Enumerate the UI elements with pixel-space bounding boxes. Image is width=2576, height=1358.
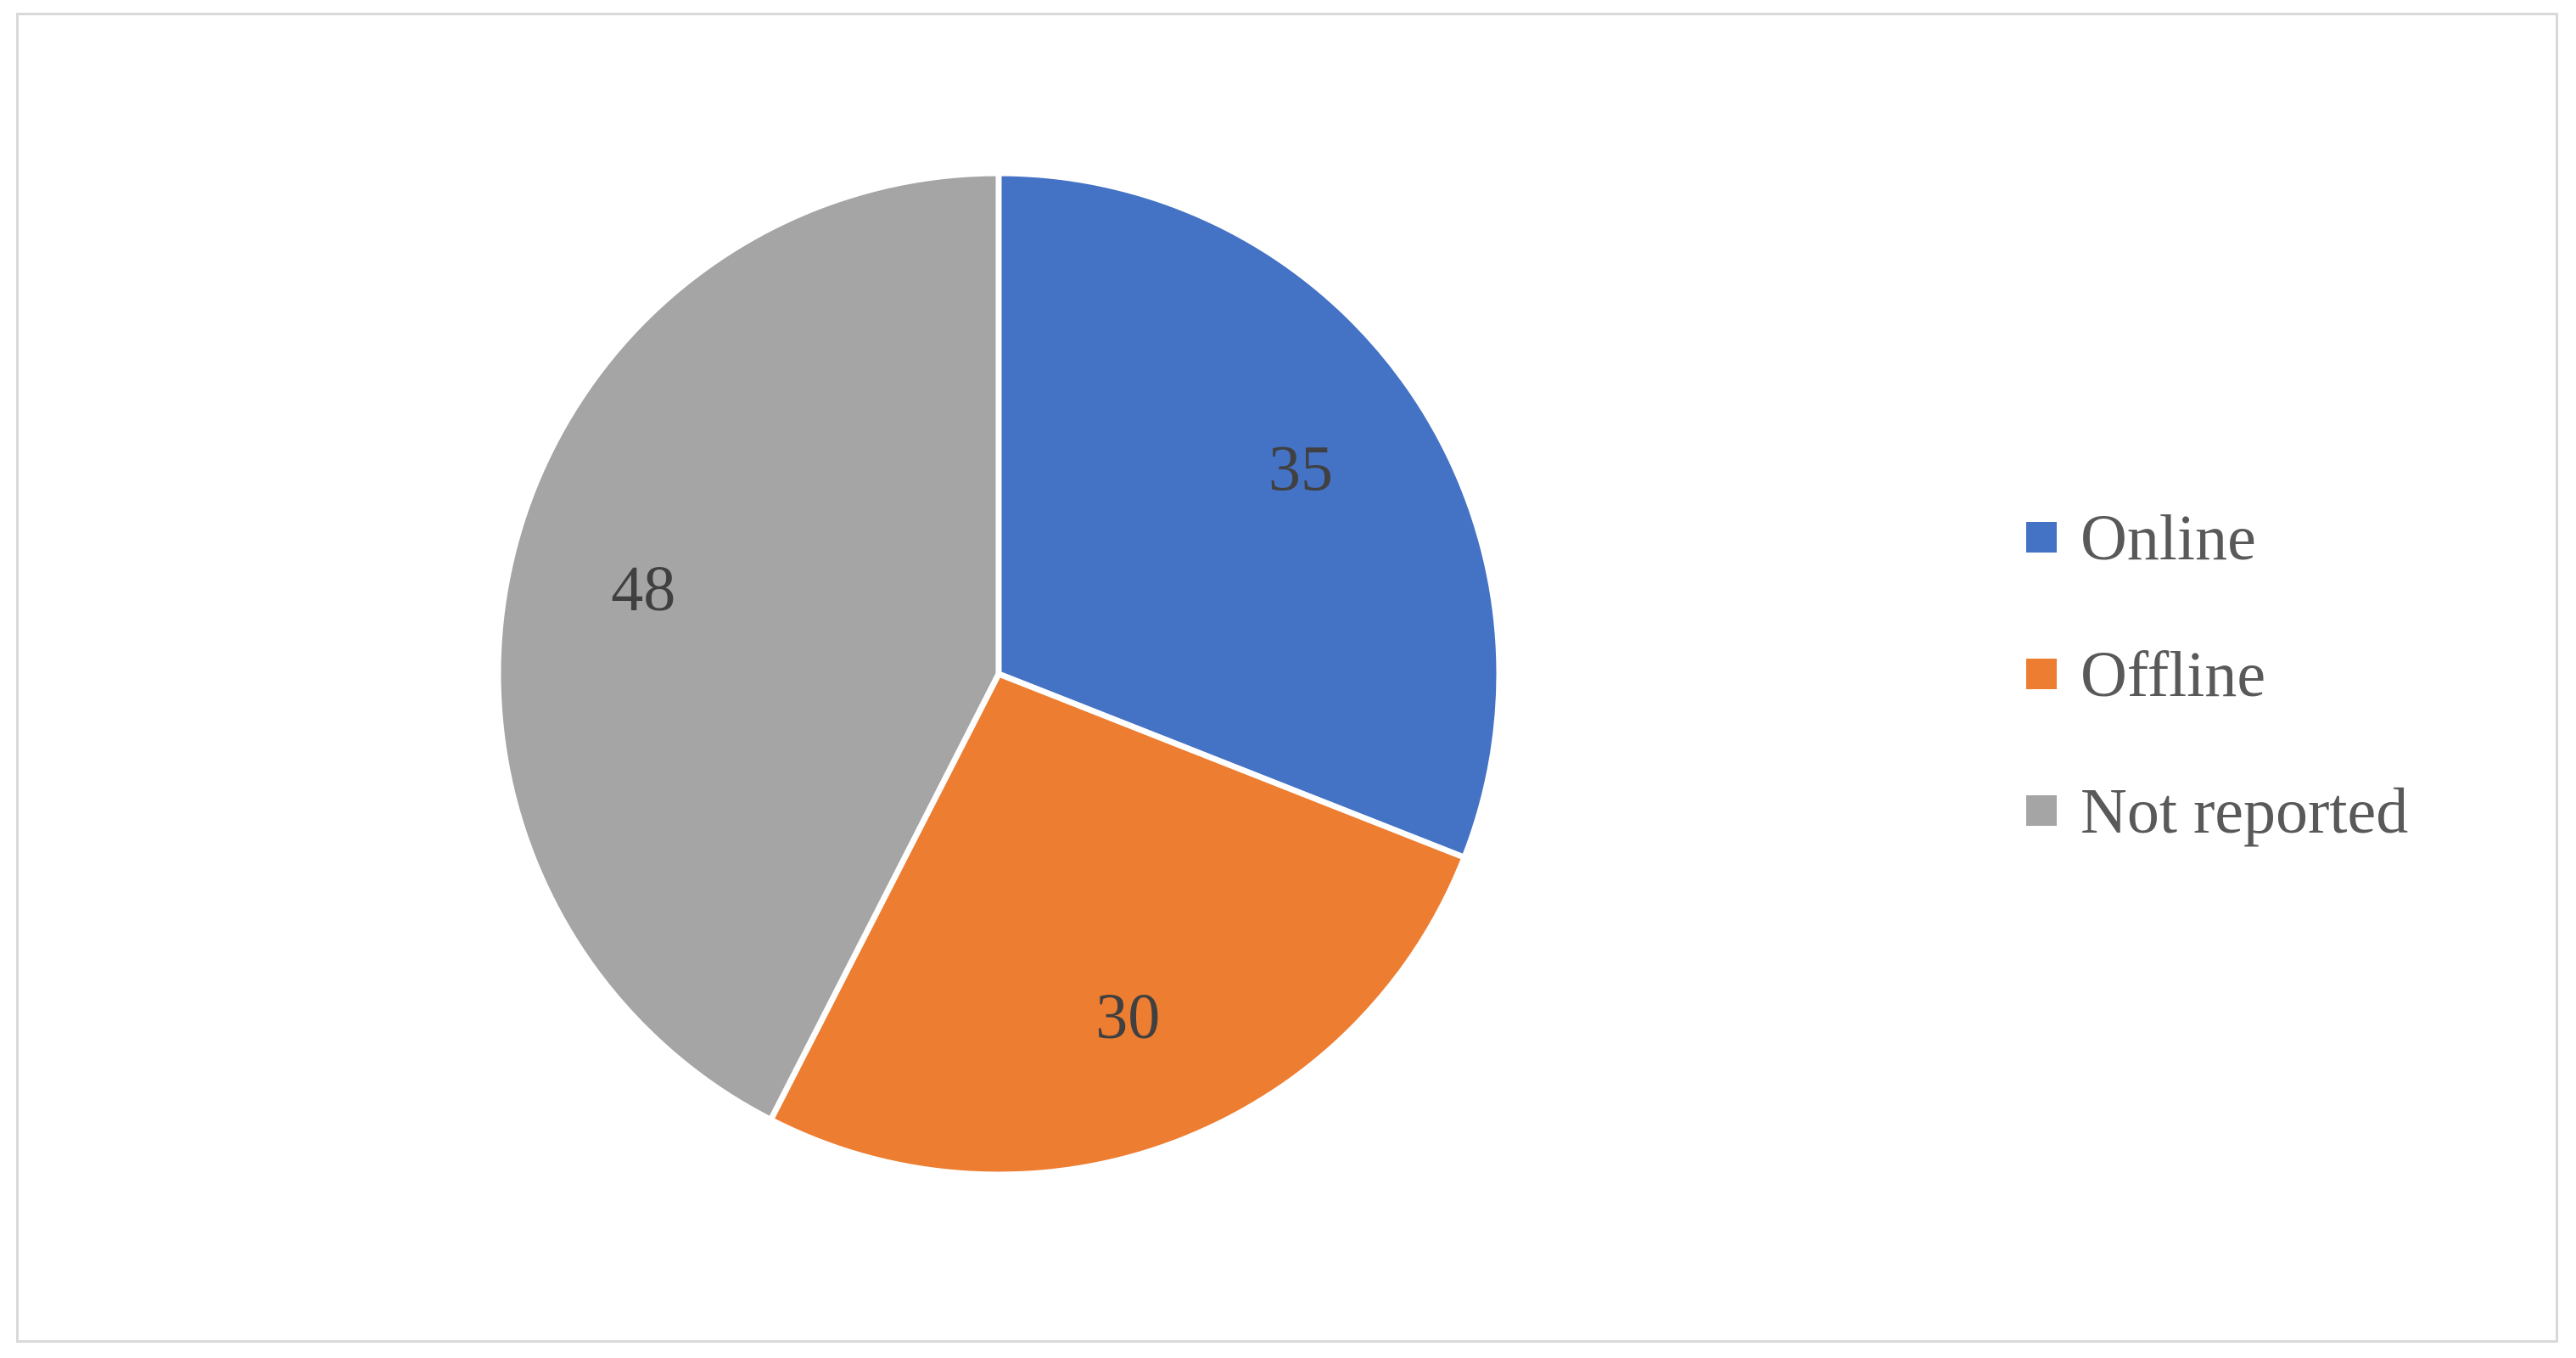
pie-slice-not-reported bbox=[495, 170, 1002, 1123]
data-label: 30 bbox=[1095, 981, 1160, 1052]
legend-item: Online bbox=[2026, 502, 2256, 574]
legend-label: Online bbox=[2080, 502, 2256, 574]
legend-label: Not reported bbox=[2080, 776, 2408, 847]
legend-swatch bbox=[2026, 795, 2057, 826]
legend-swatch bbox=[2026, 522, 2057, 553]
pie-slice-offline bbox=[767, 671, 1468, 1178]
data-label: 35 bbox=[1268, 434, 1333, 505]
legend-item: Not reported bbox=[2026, 776, 2408, 847]
legend-label: Offline bbox=[2080, 639, 2265, 710]
pie-slice-online bbox=[995, 170, 1503, 861]
legend-swatch bbox=[2026, 659, 2057, 689]
legend-item: Offline bbox=[2026, 639, 2265, 710]
data-label: 48 bbox=[611, 553, 675, 625]
legend: Online Offline Not reported bbox=[2026, 502, 2408, 847]
